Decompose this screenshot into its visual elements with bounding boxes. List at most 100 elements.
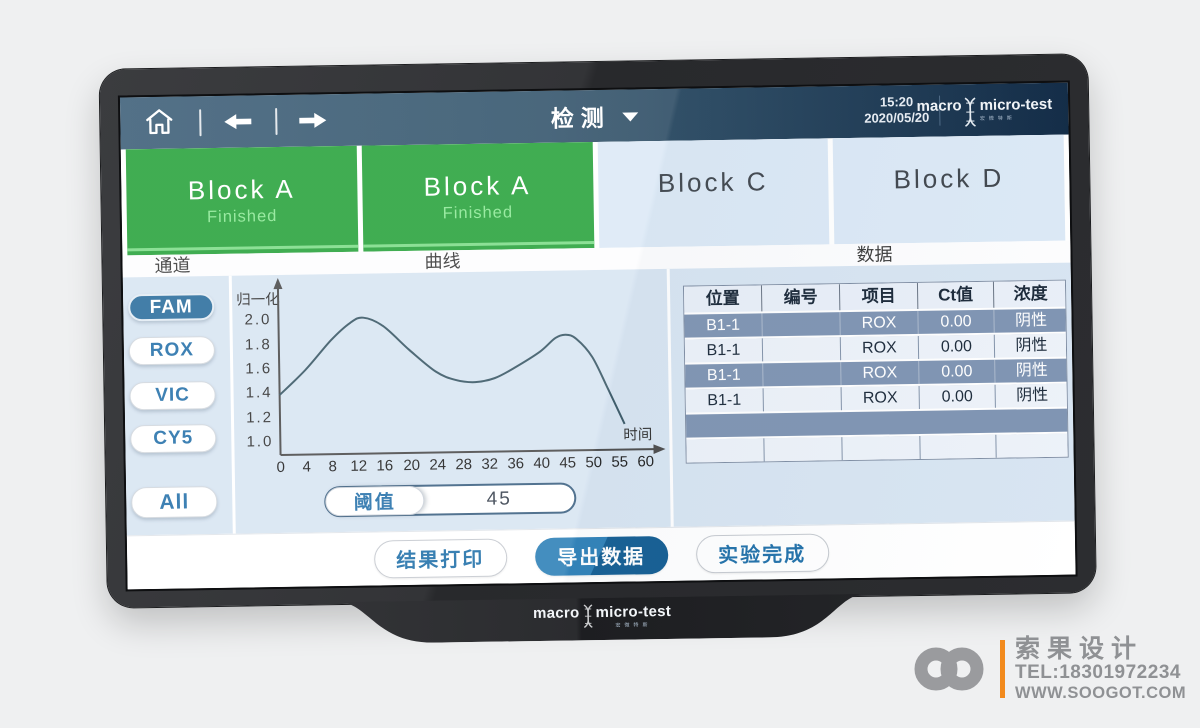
tab-label: Block A bbox=[423, 169, 532, 202]
cell: 0.00 bbox=[918, 309, 995, 334]
designer-watermark: 索果设计 TEL:18301972234 WWW.SOOGOT.COM bbox=[910, 636, 1186, 702]
threshold-control[interactable]: 阈值 45 bbox=[324, 482, 577, 518]
cell bbox=[763, 362, 842, 387]
tab-label: Block A bbox=[187, 173, 296, 205]
x-tick: 32 bbox=[481, 456, 498, 473]
col-header-item: 项目 bbox=[839, 282, 919, 311]
device-screen: 检测 15:20 2020/05/20 macro micro-test 宏微特… bbox=[117, 80, 1078, 592]
channel-button-vic[interactable]: VIC bbox=[129, 381, 216, 411]
print-results-button[interactable]: 结果打印 bbox=[373, 537, 507, 579]
col-header-concentration: 浓度 bbox=[1013, 283, 1048, 304]
x-tick: 45 bbox=[559, 454, 576, 471]
tab-block-d[interactable]: Block D bbox=[832, 134, 1066, 245]
watermark-company: 索果设计 bbox=[1015, 635, 1144, 663]
cell bbox=[762, 312, 841, 337]
x-tick: 4 bbox=[302, 459, 311, 476]
section-label-curve: 曲线 bbox=[424, 251, 461, 272]
col-header-ct: Ct值 bbox=[917, 281, 995, 309]
section-label-data: 数据 bbox=[856, 244, 893, 265]
cell: 0.00 bbox=[919, 384, 996, 409]
cell bbox=[842, 435, 921, 461]
forward-arrow-icon[interactable] bbox=[296, 109, 330, 132]
soogot-logo-icon bbox=[914, 647, 984, 691]
tab-block-a2[interactable]: Block A Finished bbox=[361, 142, 594, 252]
cell bbox=[763, 387, 842, 412]
x-axis bbox=[280, 448, 655, 456]
x-tick: 50 bbox=[585, 454, 602, 471]
channel-button-rox[interactable]: ROX bbox=[128, 336, 216, 366]
y-tick: 1.4 bbox=[246, 384, 273, 401]
x-tick: 36 bbox=[507, 455, 524, 472]
page-title: 检测 bbox=[550, 104, 612, 132]
x-tick: 16 bbox=[376, 457, 393, 474]
cell bbox=[920, 410, 996, 434]
dna-helix-icon bbox=[965, 97, 977, 127]
cell: ROX bbox=[840, 310, 919, 336]
cell bbox=[996, 409, 1069, 433]
threshold-value-input[interactable]: 45 bbox=[486, 487, 513, 510]
brand-subtext: 宏微特斯 bbox=[979, 115, 1016, 122]
col-header-number: 编号 bbox=[761, 284, 841, 312]
x-tick: 40 bbox=[533, 455, 550, 472]
device-mockup: 检测 15:20 2020/05/20 macro micro-test 宏微特… bbox=[99, 54, 1096, 651]
y-tick: 1.0 bbox=[246, 433, 273, 450]
brand-word-left: macro bbox=[916, 97, 962, 115]
cell: B1-1 bbox=[684, 338, 764, 363]
tab-block-c[interactable]: Block C bbox=[597, 138, 830, 248]
cell bbox=[764, 437, 843, 462]
x-tick: 8 bbox=[328, 458, 337, 475]
x-tick: 28 bbox=[455, 456, 472, 473]
x-axis-arrow bbox=[653, 444, 666, 454]
watermark-accent-bar bbox=[1000, 640, 1005, 698]
cell: 0.00 bbox=[918, 334, 996, 359]
channel-button-fam[interactable]: FAM bbox=[128, 293, 215, 322]
col-header-position: 位置 bbox=[683, 285, 763, 313]
y-tick: 1.6 bbox=[245, 360, 272, 377]
cell: 阴性 bbox=[1015, 361, 1048, 380]
block-tabs-row: Block A Finished Block A Finished Block … bbox=[120, 134, 1071, 256]
cell: ROX bbox=[840, 335, 920, 361]
x-tick: 0 bbox=[276, 459, 285, 476]
section-label-channel: 通道 bbox=[154, 255, 191, 276]
tab-block-a1[interactable]: Block A Finished bbox=[125, 145, 359, 256]
cell bbox=[920, 434, 997, 459]
cell bbox=[842, 411, 920, 435]
cell bbox=[996, 434, 1069, 458]
cell bbox=[686, 413, 764, 437]
channel-button-cy5[interactable]: CY5 bbox=[130, 424, 217, 454]
y-axis-label: 归一化 bbox=[236, 291, 280, 309]
x-tick: 12 bbox=[350, 458, 367, 475]
y-tick: 1.2 bbox=[246, 409, 273, 426]
cell: ROX bbox=[841, 360, 920, 386]
y-axis-arrow bbox=[273, 278, 283, 290]
watermark-website: WWW.SOOGOT.COM bbox=[1015, 684, 1187, 702]
brand-subtext: 宏微特斯 bbox=[615, 622, 652, 629]
main-panel: FAM ROX VIC CY5 All 归一化 时间 2.0 1.8 1.6 1… bbox=[122, 262, 1075, 536]
tab-status: Finished bbox=[206, 206, 278, 226]
channel-button-all[interactable]: All bbox=[131, 486, 218, 519]
y-tick: 1.8 bbox=[245, 336, 272, 353]
home-icon[interactable] bbox=[142, 106, 177, 141]
cell: 阴性 bbox=[1015, 336, 1048, 355]
chin-shape bbox=[341, 593, 862, 643]
back-arrow-icon[interactable] bbox=[220, 110, 254, 133]
curve-path bbox=[278, 316, 626, 425]
top-bar: 检测 15:20 2020/05/20 macro micro-test 宏微特… bbox=[119, 82, 1069, 150]
x-axis-label: 时间 bbox=[623, 426, 652, 443]
x-tick: 20 bbox=[403, 457, 420, 474]
cell: ROX bbox=[841, 385, 920, 411]
tab-status: Finished bbox=[442, 202, 514, 222]
x-tick: 55 bbox=[611, 454, 628, 471]
table-row[interactable] bbox=[686, 433, 1069, 463]
export-data-button[interactable]: 导出数据 bbox=[534, 535, 668, 576]
y-axis bbox=[276, 287, 282, 456]
tab-label: Block D bbox=[893, 162, 1005, 194]
device-chin: macro micro-test 宏微特斯 bbox=[341, 593, 863, 644]
cell: 0.00 bbox=[919, 359, 996, 384]
tab-label: Block C bbox=[657, 165, 769, 198]
dna-helix-icon bbox=[583, 604, 593, 629]
brand-word-left: macro bbox=[532, 604, 580, 623]
device-brand-logo: macro micro-test 宏微特斯 bbox=[342, 600, 862, 633]
experiment-complete-button[interactable]: 实验完成 bbox=[695, 532, 829, 573]
brand-logo: macro micro-test 宏微特斯 bbox=[916, 96, 1052, 128]
